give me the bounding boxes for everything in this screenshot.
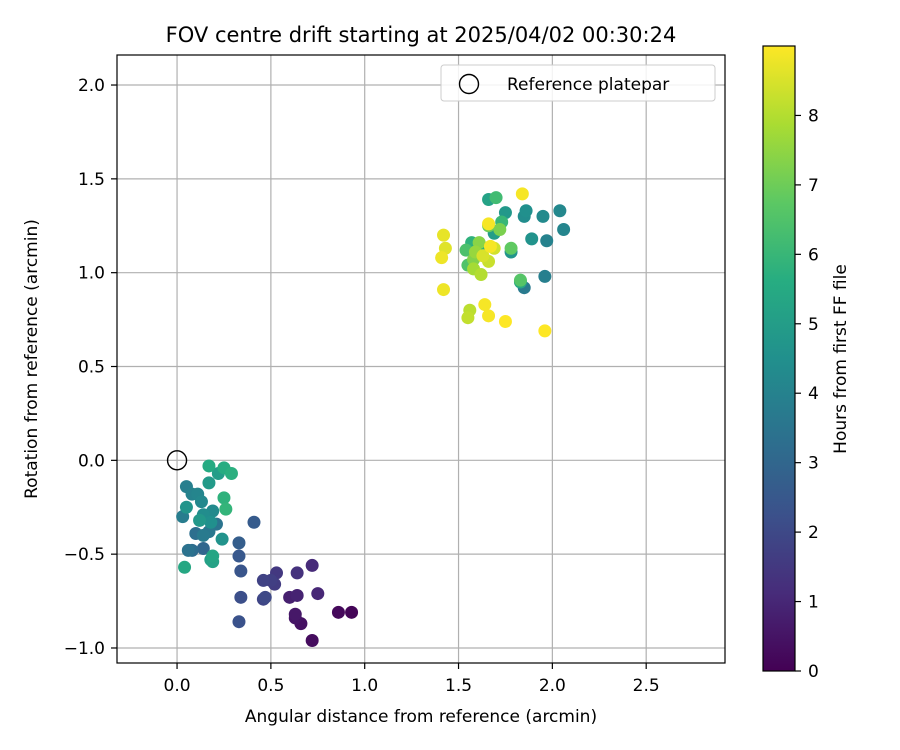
- data-point: [247, 515, 261, 529]
- data-point: [224, 466, 238, 480]
- data-point: [345, 605, 359, 619]
- data-point: [553, 204, 567, 218]
- data-point: [536, 209, 550, 223]
- data-point: [493, 223, 507, 237]
- reference-marker: [166, 450, 188, 471]
- data-point: [256, 573, 270, 587]
- data-point: [482, 309, 496, 323]
- x-tick-label: 1.0: [351, 676, 378, 696]
- data-point: [206, 549, 220, 563]
- data-point: [196, 542, 210, 556]
- data-point: [181, 543, 195, 557]
- legend-marker-reference: [458, 73, 480, 95]
- colorbar-tick-label: 5: [808, 315, 819, 335]
- data-point: [202, 476, 216, 490]
- data-point: [489, 191, 503, 205]
- y-axis-ticks: −1.0 −0.5 0.0 0.5 1.0 1.5 2.0: [64, 76, 117, 659]
- y-axis-label: Rotation from reference (arcmin): [22, 219, 42, 499]
- colorbar-tick-label: 8: [808, 106, 819, 126]
- x-tick-label: 2.0: [539, 676, 566, 696]
- data-point: [305, 558, 319, 572]
- data-point: [194, 495, 208, 509]
- data-point: [515, 187, 529, 201]
- data-point: [483, 239, 497, 253]
- y-tick-label: −0.5: [64, 545, 105, 565]
- colorbar-tick-label: 0: [808, 662, 819, 682]
- data-point: [193, 513, 207, 527]
- x-axis-ticks: 0.0 0.5 1.0 1.5 2.0 2.5: [164, 663, 660, 696]
- colorbar-tick-label: 7: [808, 176, 819, 196]
- data-point: [504, 241, 518, 255]
- colorbar-tick-label: 6: [808, 245, 819, 265]
- y-tick-label: 2.0: [78, 76, 105, 96]
- data-point: [288, 607, 302, 621]
- y-tick-label: 0.0: [78, 451, 105, 471]
- data-point: [538, 324, 552, 338]
- colorbar-tick-label: 3: [808, 454, 819, 474]
- colorbar-tick-label: 4: [808, 384, 819, 404]
- data-point: [478, 298, 492, 312]
- data-point: [305, 633, 319, 647]
- data-point: [437, 283, 451, 297]
- colorbar-tick-label: 1: [808, 593, 819, 613]
- data-point: [258, 590, 272, 604]
- data-point: [178, 560, 192, 574]
- x-tick-label: 0.5: [257, 676, 284, 696]
- data-point: [476, 249, 490, 263]
- data-point: [525, 232, 539, 246]
- data-point: [435, 251, 449, 265]
- data-point: [196, 528, 210, 542]
- grid-lines: [117, 55, 725, 663]
- data-point: [557, 223, 571, 237]
- data-point: [204, 515, 218, 529]
- data-point: [538, 269, 552, 283]
- data-point: [519, 204, 533, 218]
- data-point: [513, 273, 527, 287]
- x-tick-label: 2.5: [633, 676, 660, 696]
- data-point: [482, 217, 496, 231]
- data-point: [232, 536, 246, 550]
- colorbar-label: Hours from first FF file: [831, 264, 851, 454]
- y-tick-label: 0.5: [78, 358, 105, 378]
- data-point: [290, 566, 304, 580]
- data-point: [290, 588, 304, 602]
- colorbar: [763, 46, 795, 671]
- y-tick-label: 1.5: [78, 170, 105, 190]
- plot-area: [116, 54, 726, 664]
- x-axis-label: Angular distance from reference (arcmin): [245, 707, 597, 727]
- data-point: [498, 314, 512, 328]
- legend-label-reference: Reference platepar: [507, 75, 669, 95]
- data-point: [461, 311, 475, 325]
- data-point: [234, 564, 248, 578]
- x-tick-label: 0.0: [164, 676, 191, 696]
- data-point: [217, 491, 231, 505]
- legend: Reference platepar: [440, 64, 716, 102]
- colorbar-ticks: 0 1 2 3 4 5 6 7 8: [795, 106, 819, 682]
- data-point: [234, 590, 248, 604]
- colorbar-tick-label: 2: [808, 523, 819, 543]
- data-point: [474, 268, 488, 282]
- chart-title: FOV centre drift starting at 2025/04/02 …: [166, 23, 677, 47]
- x-tick-label: 1.5: [445, 676, 472, 696]
- data-points: [176, 187, 571, 647]
- data-point: [232, 615, 246, 629]
- legend-box: [440, 64, 716, 102]
- data-point: [179, 500, 193, 514]
- y-tick-label: −1.0: [64, 639, 105, 659]
- data-point: [215, 532, 229, 546]
- data-point: [202, 459, 216, 473]
- data-point: [232, 549, 246, 563]
- data-point: [219, 502, 233, 516]
- data-point: [311, 587, 325, 601]
- data-point: [540, 234, 554, 248]
- data-point: [437, 228, 451, 242]
- reference-platepar-marker: [166, 450, 188, 471]
- y-tick-label: 1.0: [78, 264, 105, 284]
- colorbar-frame: [762, 45, 796, 672]
- data-point: [331, 605, 345, 619]
